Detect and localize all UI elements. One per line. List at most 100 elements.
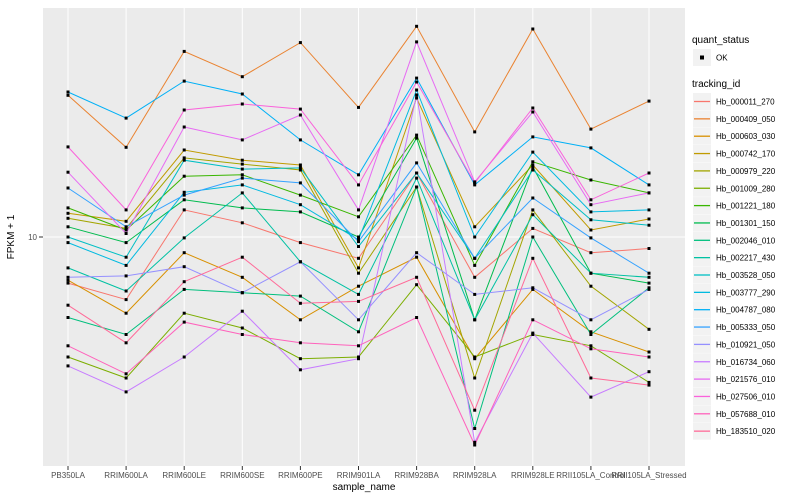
data-point — [124, 298, 128, 302]
data-point — [589, 330, 593, 334]
data-point — [473, 275, 477, 279]
legend: quant_status OK tracking_id Hb_000011_27… — [692, 35, 776, 440]
data-point — [473, 183, 477, 187]
legend-entry-label: Hb_002217_430 — [716, 254, 776, 263]
data-point — [298, 168, 302, 172]
data-point — [531, 163, 535, 167]
data-point — [647, 380, 651, 384]
data-point — [589, 146, 593, 150]
data-point — [589, 347, 593, 351]
data-point — [357, 183, 360, 187]
data-point — [647, 217, 651, 221]
data-point — [415, 161, 419, 165]
data-point — [531, 106, 535, 110]
data-point — [298, 210, 302, 214]
data-point — [473, 408, 477, 412]
data-point — [473, 225, 477, 229]
data-point — [124, 228, 128, 232]
data-point — [66, 266, 70, 270]
data-point — [589, 210, 593, 214]
data-point — [182, 190, 186, 194]
data-point — [531, 226, 535, 230]
x-tick-label: RRIM600LA — [104, 471, 148, 480]
legend-title-quant-status: quant_status — [692, 35, 749, 46]
x-axis-title: sample_name — [333, 482, 396, 493]
data-point — [473, 427, 477, 430]
data-point — [415, 255, 419, 259]
data-point — [124, 219, 128, 223]
data-point — [298, 181, 302, 185]
data-point — [357, 238, 360, 242]
data-point — [531, 213, 535, 217]
legend-entry-label: Hb_000603_030 — [716, 132, 776, 141]
data-point — [415, 283, 419, 287]
legend-entry-label: Hb_057688_010 — [716, 410, 776, 419]
data-point — [124, 241, 128, 245]
data-point — [240, 158, 244, 162]
data-point — [124, 274, 128, 278]
tracking-id-legend-entries: Hb_000011_270 Hb_000409_050 Hb_000603_030 H… — [693, 93, 776, 440]
legend-label-ok: OK — [716, 54, 728, 63]
data-point — [415, 316, 419, 319]
data-point — [531, 27, 535, 31]
data-point — [240, 167, 244, 171]
data-point — [298, 301, 302, 305]
data-point — [66, 211, 70, 215]
data-point — [473, 443, 477, 447]
data-point — [357, 215, 360, 219]
data-point — [531, 150, 535, 154]
legend-entry-label: Hb_003777_290 — [716, 288, 776, 297]
data-point — [298, 318, 302, 322]
data-point — [66, 281, 70, 285]
data-point — [240, 138, 244, 142]
x-tick-label: RRIM600SE — [220, 471, 264, 480]
data-point — [357, 256, 360, 260]
data-point — [531, 110, 535, 114]
data-point — [357, 357, 360, 361]
data-point — [66, 275, 70, 279]
data-point — [240, 173, 244, 177]
series-points — [66, 24, 651, 447]
data-point — [357, 318, 360, 322]
legend-entry-label: Hb_001221_180 — [716, 202, 776, 211]
data-point — [473, 318, 477, 322]
x-tick-label: RRIM600LE — [162, 471, 206, 480]
legend-entry-label: Hb_016734_060 — [716, 358, 776, 367]
data-point — [415, 133, 419, 137]
data-point — [531, 168, 535, 172]
data-point — [415, 76, 419, 80]
quant-status-point-icon — [700, 55, 704, 60]
data-point — [473, 181, 477, 185]
data-point — [647, 271, 651, 275]
data-point — [66, 241, 70, 245]
data-point — [182, 311, 186, 315]
data-point — [473, 355, 477, 359]
x-tick-label: RRIM928LA — [453, 471, 497, 480]
data-point — [240, 309, 244, 313]
data-point — [124, 289, 128, 293]
data-point — [66, 186, 70, 190]
data-point — [182, 208, 186, 212]
data-point — [531, 135, 535, 139]
data-point — [415, 24, 419, 28]
data-point — [182, 125, 186, 129]
data-point — [182, 251, 186, 255]
data-point — [589, 127, 593, 131]
y-axis-title: FPKM + 1 — [6, 214, 17, 259]
data-point — [298, 193, 302, 197]
data-point — [124, 376, 128, 380]
legend-entry-label: Hb_001301_150 — [716, 219, 776, 228]
x-tick-label: RRIM901LA — [337, 471, 381, 480]
data-point — [473, 292, 477, 296]
data-point — [357, 235, 360, 239]
data-point — [66, 93, 70, 97]
data-point — [531, 287, 535, 291]
data-point — [124, 145, 128, 149]
data-point — [473, 263, 477, 267]
x-tick-label: RRIM928BA — [394, 471, 439, 480]
legend-entry-label: Hb_021576_010 — [716, 375, 776, 384]
data-point — [298, 241, 302, 245]
data-point — [415, 80, 419, 84]
data-point — [124, 263, 128, 267]
